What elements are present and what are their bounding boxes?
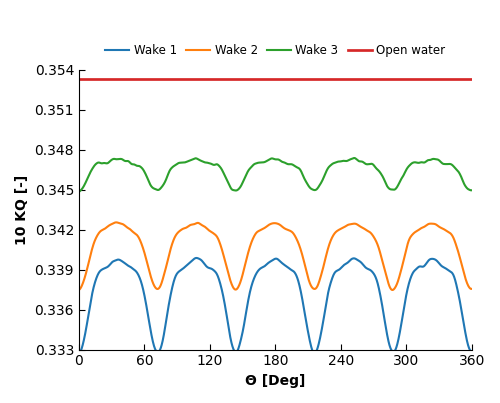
- Wake 1: [76, 351, 82, 355]
- Wake 2: [386, 281, 392, 286]
- Wake 3: [469, 188, 475, 193]
- Wake 3: [458, 173, 464, 178]
- Line: Wake 2: Wake 2: [79, 222, 472, 290]
- Wake 3: [267, 157, 273, 162]
- Open water: [76, 77, 82, 81]
- Open water: [77, 77, 83, 81]
- Wake 3: [256, 160, 262, 165]
- Line: Wake 3: Wake 3: [79, 158, 472, 192]
- Wake 1: [386, 340, 392, 345]
- Wake 2: [96, 231, 102, 235]
- X-axis label: Θ [Deg]: Θ [Deg]: [245, 374, 306, 388]
- Wake 2: [469, 287, 475, 291]
- Wake 2: [390, 288, 396, 293]
- Wake 1: [469, 349, 475, 354]
- Legend: Wake 1, Wake 2, Wake 3, Open water: Wake 1, Wake 2, Wake 3, Open water: [100, 39, 450, 62]
- Wake 1: [458, 303, 464, 308]
- Wake 3: [386, 185, 392, 190]
- Wake 1: [267, 259, 273, 264]
- Wake 3: [352, 156, 358, 160]
- Wake 1: [194, 256, 200, 260]
- Wake 2: [458, 259, 464, 264]
- Wake 1: [96, 270, 102, 275]
- Wake 2: [267, 222, 273, 226]
- Wake 1: [312, 351, 318, 356]
- Wake 1: [458, 304, 464, 309]
- Wake 2: [114, 220, 119, 225]
- Wake 3: [96, 160, 102, 165]
- Wake 1: [256, 267, 262, 272]
- Wake 3: [458, 173, 464, 178]
- Line: Wake 1: Wake 1: [79, 258, 472, 353]
- Wake 3: [76, 189, 82, 194]
- Wake 2: [76, 287, 82, 292]
- Wake 2: [256, 228, 262, 233]
- Y-axis label: 10 KQ [-]: 10 KQ [-]: [15, 174, 29, 245]
- Wake 2: [458, 258, 464, 263]
